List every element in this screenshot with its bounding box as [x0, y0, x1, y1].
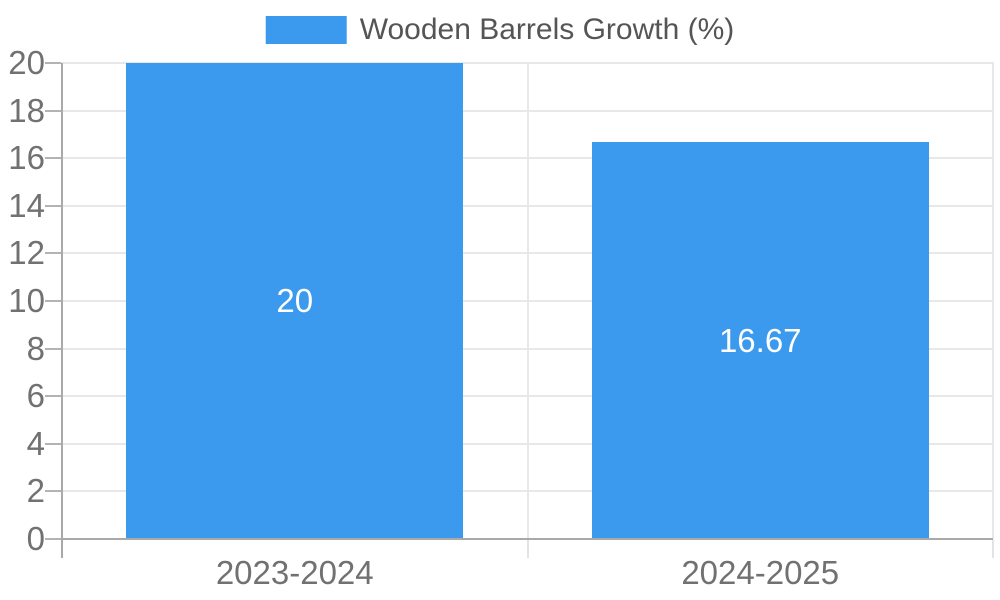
- y-tick: [45, 538, 61, 540]
- y-tick-label: 4: [26, 424, 45, 462]
- y-tick-label: 20: [8, 44, 45, 81]
- y-tick: [45, 157, 61, 160]
- x-tick: [527, 540, 529, 558]
- y-tick: [45, 347, 61, 350]
- bar-value-label: 16.67: [718, 321, 802, 359]
- y-tick: [45, 300, 61, 302]
- bar-2024-2025[interactable]: 16.67: [591, 142, 929, 538]
- y-tick: [45, 490, 61, 493]
- x-axis-line: [61, 538, 993, 540]
- y-tick-label: 16: [8, 139, 45, 177]
- y-tick: [45, 62, 61, 64]
- y-tick-label: 18: [8, 91, 45, 129]
- y-tick: [45, 442, 61, 445]
- v-gridline: [527, 63, 529, 539]
- x-axis-label: 2023-2024: [215, 554, 374, 591]
- bar-value-label: 20: [276, 282, 314, 319]
- y-tick: [45, 252, 61, 255]
- legend[interactable]: Wooden Barrels Growth (%): [265, 13, 735, 47]
- legend-label: Wooden Barrels Growth (%): [359, 13, 735, 46]
- v-gridline: [992, 63, 994, 539]
- y-tick-label: 12: [8, 234, 45, 272]
- y-tick: [45, 109, 61, 112]
- y-tick: [45, 204, 61, 207]
- x-tick: [992, 540, 994, 558]
- x-axis-label: 2024-2025: [681, 554, 840, 591]
- legend-swatch: [265, 16, 347, 44]
- y-axis-line: [61, 63, 63, 558]
- y-tick-label: 10: [8, 282, 45, 319]
- y-tick-label: 0: [26, 520, 45, 557]
- y-tick: [45, 395, 61, 398]
- y-tick-label: 6: [26, 377, 45, 415]
- y-tick-label: 2: [26, 472, 45, 510]
- y-tick-label: 8: [26, 329, 45, 367]
- bar-2023-2024[interactable]: 20: [126, 63, 464, 538]
- y-tick-label: 14: [8, 186, 45, 224]
